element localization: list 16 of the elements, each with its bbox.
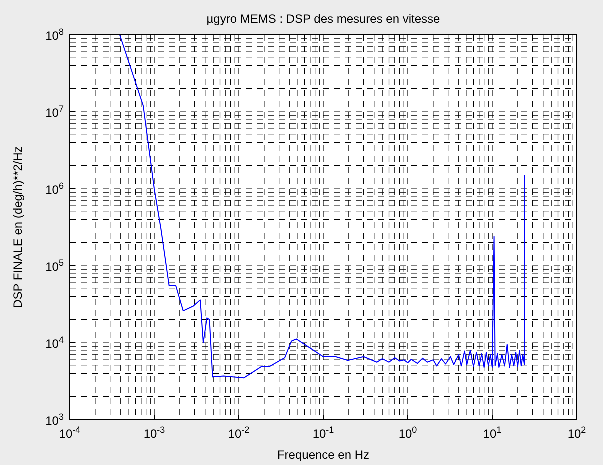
y-tick-label: 10$^{7}$	[46, 104, 64, 120]
x-tick-label: 10$^{-1}$	[312, 425, 334, 441]
x-tick-label: 10$^{0}$	[398, 425, 418, 441]
x-tick-label: 10$^{-3}$	[144, 425, 166, 441]
x-tick-label: 10$^{2}$	[568, 425, 586, 441]
x-axis-title: Frequence en Hz	[277, 448, 370, 462]
y-tick-label: 10$^{6}$	[46, 181, 64, 197]
y-tick-label: 10$^{8}$	[46, 27, 64, 43]
x-tick-label: 10$^{1}$	[483, 425, 502, 441]
chart-title: µgyro MEMS : DSP des mesures en vitesse	[206, 12, 441, 26]
x-tick-label: 10$^{-4}$	[59, 425, 81, 441]
y-axis-title: DSP FINALE en (deg/h)**2/Hz	[11, 146, 25, 308]
x-tick-label: 10$^{-2}$	[228, 425, 250, 441]
y-tick-label: 10$^{5}$	[46, 258, 64, 274]
y-tick-label: 10$^{3}$	[46, 412, 64, 428]
y-tick-label: 10$^{4}$	[46, 335, 64, 351]
